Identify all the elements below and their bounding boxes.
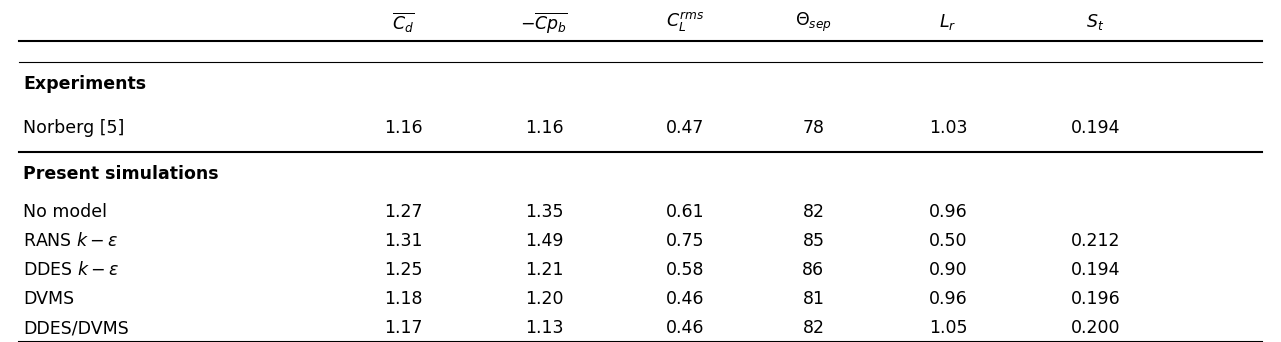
Text: RANS $k-\varepsilon$: RANS $k-\varepsilon$ bbox=[23, 232, 119, 250]
Text: 1.21: 1.21 bbox=[525, 261, 564, 279]
Text: 0.96: 0.96 bbox=[929, 290, 967, 308]
Text: 0.212: 0.212 bbox=[1071, 232, 1120, 250]
Text: $\Theta_{sep}$: $\Theta_{sep}$ bbox=[796, 11, 831, 34]
Text: 1.20: 1.20 bbox=[525, 290, 564, 308]
Text: 0.194: 0.194 bbox=[1071, 119, 1120, 137]
Text: 85: 85 bbox=[802, 232, 825, 250]
Text: 86: 86 bbox=[802, 261, 825, 279]
Text: Experiments: Experiments bbox=[23, 75, 146, 93]
Text: DDES/DVMS: DDES/DVMS bbox=[23, 319, 129, 337]
Text: 0.90: 0.90 bbox=[929, 261, 967, 279]
Text: 1.05: 1.05 bbox=[929, 319, 967, 337]
Text: Norberg [5]: Norberg [5] bbox=[23, 119, 124, 137]
Text: DDES $k-\varepsilon$: DDES $k-\varepsilon$ bbox=[23, 261, 119, 279]
Text: 0.58: 0.58 bbox=[666, 261, 705, 279]
Text: $\overline{C_d}$: $\overline{C_d}$ bbox=[392, 10, 415, 34]
Text: Present simulations: Present simulations bbox=[23, 166, 219, 183]
Text: 81: 81 bbox=[802, 290, 825, 308]
Text: 1.49: 1.49 bbox=[525, 232, 564, 250]
Text: 0.196: 0.196 bbox=[1071, 290, 1120, 308]
Text: 78: 78 bbox=[802, 119, 825, 137]
Text: 0.46: 0.46 bbox=[666, 319, 705, 337]
Text: DVMS: DVMS bbox=[23, 290, 74, 308]
Text: 1.03: 1.03 bbox=[929, 119, 967, 137]
Text: 1.25: 1.25 bbox=[384, 261, 423, 279]
Text: 1.27: 1.27 bbox=[384, 203, 423, 221]
Text: 0.194: 0.194 bbox=[1071, 261, 1120, 279]
Text: 82: 82 bbox=[802, 319, 825, 337]
Text: 1.18: 1.18 bbox=[384, 290, 423, 308]
Text: 1.35: 1.35 bbox=[525, 203, 564, 221]
Text: 0.50: 0.50 bbox=[929, 232, 967, 250]
Text: 0.47: 0.47 bbox=[666, 119, 705, 137]
Text: 1.16: 1.16 bbox=[525, 119, 564, 137]
Text: $C_L^{rms}$: $C_L^{rms}$ bbox=[666, 10, 705, 34]
Text: 82: 82 bbox=[802, 203, 825, 221]
Text: 1.16: 1.16 bbox=[384, 119, 423, 137]
Text: 0.61: 0.61 bbox=[666, 203, 705, 221]
Text: $L_r$: $L_r$ bbox=[939, 12, 957, 32]
Text: 0.46: 0.46 bbox=[666, 290, 705, 308]
Text: No model: No model bbox=[23, 203, 108, 221]
Text: 1.31: 1.31 bbox=[384, 232, 423, 250]
Text: 0.75: 0.75 bbox=[666, 232, 705, 250]
Text: 0.200: 0.200 bbox=[1071, 319, 1120, 337]
Text: $-\overline{Cp_b}$: $-\overline{Cp_b}$ bbox=[520, 10, 569, 35]
Text: $S_t$: $S_t$ bbox=[1086, 12, 1104, 32]
Text: 0.96: 0.96 bbox=[929, 203, 967, 221]
Text: 1.17: 1.17 bbox=[384, 319, 423, 337]
Text: 1.13: 1.13 bbox=[525, 319, 564, 337]
